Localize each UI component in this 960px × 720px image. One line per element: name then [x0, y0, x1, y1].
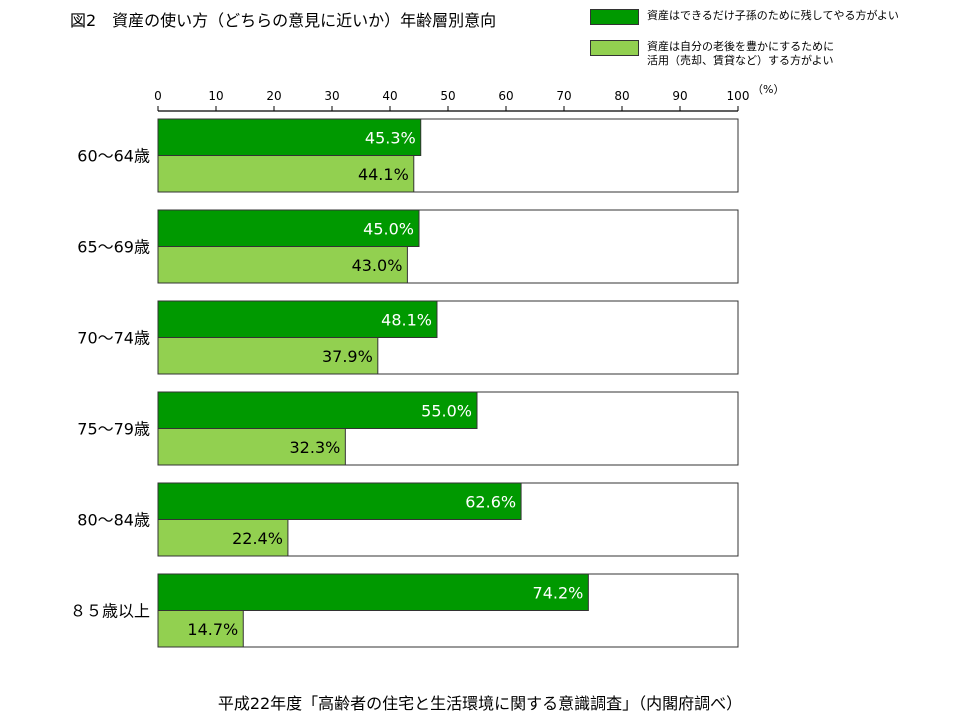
bar [157, 209, 420, 247]
bar [157, 519, 289, 557]
bar [157, 573, 589, 611]
x-tick-label: 100 [727, 89, 750, 103]
legend-label-series1: 資産はできるだけ子孫のために残してやる方がよい [647, 9, 899, 22]
category-label: 60～64歳 [77, 147, 150, 166]
data-label: 44.1% [358, 165, 409, 184]
bar [157, 118, 422, 156]
legend-swatch-series2 [590, 40, 639, 56]
data-label: 62.6% [465, 492, 516, 511]
category-label: 65～69歳 [77, 238, 150, 257]
x-tick-label: 60 [498, 89, 513, 103]
data-label: 48.1% [381, 310, 432, 329]
x-tick-label: 90 [672, 89, 687, 103]
source-note: 平成22年度「高齢者の住宅と生活環境に関する意識調査」（内閣府調べ） [217, 694, 743, 713]
data-label: 22.4% [232, 529, 283, 548]
data-label: 43.0% [352, 256, 403, 275]
unit-label: （%） [752, 83, 784, 96]
bar [157, 155, 415, 193]
bar [157, 246, 408, 284]
data-label: 74.2% [533, 583, 584, 602]
bar [157, 300, 438, 338]
category-label: ８５歳以上 [70, 602, 150, 621]
legend-item-series1: 資産はできるだけ子孫のために残してやる方がよい [590, 9, 899, 25]
x-tick-label: 0 [154, 89, 162, 103]
category-label: 70～74歳 [77, 329, 150, 348]
x-tick-label: 10 [208, 89, 223, 103]
data-label: 37.9% [322, 347, 373, 366]
x-tick-label: 80 [614, 89, 629, 103]
legend-item-series2: 資産は自分の老後を豊かにするために 活用（売却、賃貸など）する方がよい [590, 40, 834, 68]
bar [157, 428, 346, 466]
data-label: 45.3% [365, 128, 416, 147]
legend-label-series2: 資産は自分の老後を豊かにするために 活用（売却、賃貸など）する方がよい [647, 40, 835, 67]
legend-swatch-series1 [590, 9, 639, 25]
chart-title: 図2 資産の使い方（どちらの意見に近いか）年齢層別意向 [70, 11, 497, 30]
bar [157, 337, 379, 375]
data-label: 14.7% [187, 620, 238, 639]
bar [157, 482, 522, 520]
data-label: 55.0% [421, 401, 472, 420]
category-label: 75～79歳 [77, 420, 150, 439]
x-tick-label: 30 [324, 89, 339, 103]
x-tick-label: 40 [382, 89, 397, 103]
category-label: 80～84歳 [77, 511, 150, 530]
x-tick-label: 50 [440, 89, 455, 103]
data-label: 45.0% [363, 219, 414, 238]
x-tick-label: 70 [556, 89, 571, 103]
x-tick-label: 20 [266, 89, 281, 103]
data-label: 32.3% [290, 438, 341, 457]
bar [157, 391, 478, 429]
bar [157, 610, 244, 648]
